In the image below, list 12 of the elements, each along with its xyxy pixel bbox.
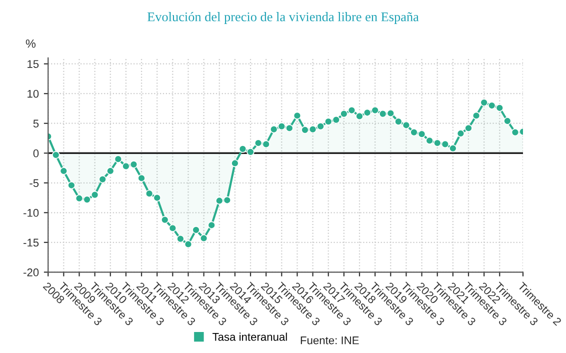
y-tick-label: 0 <box>33 149 39 158</box>
chart-title: Evolución del precio de la vivienda libre en España <box>147 12 419 24</box>
y-tick-label: 5 <box>33 120 39 128</box>
y-tick-label: -15 <box>24 238 39 247</box>
y-axis-title: % <box>26 39 36 48</box>
y-tick-label: -10 <box>24 208 39 217</box>
y-tick-label: -20 <box>24 268 39 276</box>
legend-label: Tasa interanual <box>212 332 287 341</box>
y-tick-label: 10 <box>28 90 39 98</box>
y-tick-label: -5 <box>30 179 39 188</box>
y-tick-label: 15 <box>28 60 39 68</box>
source-note: Fuente: INE <box>300 336 359 344</box>
